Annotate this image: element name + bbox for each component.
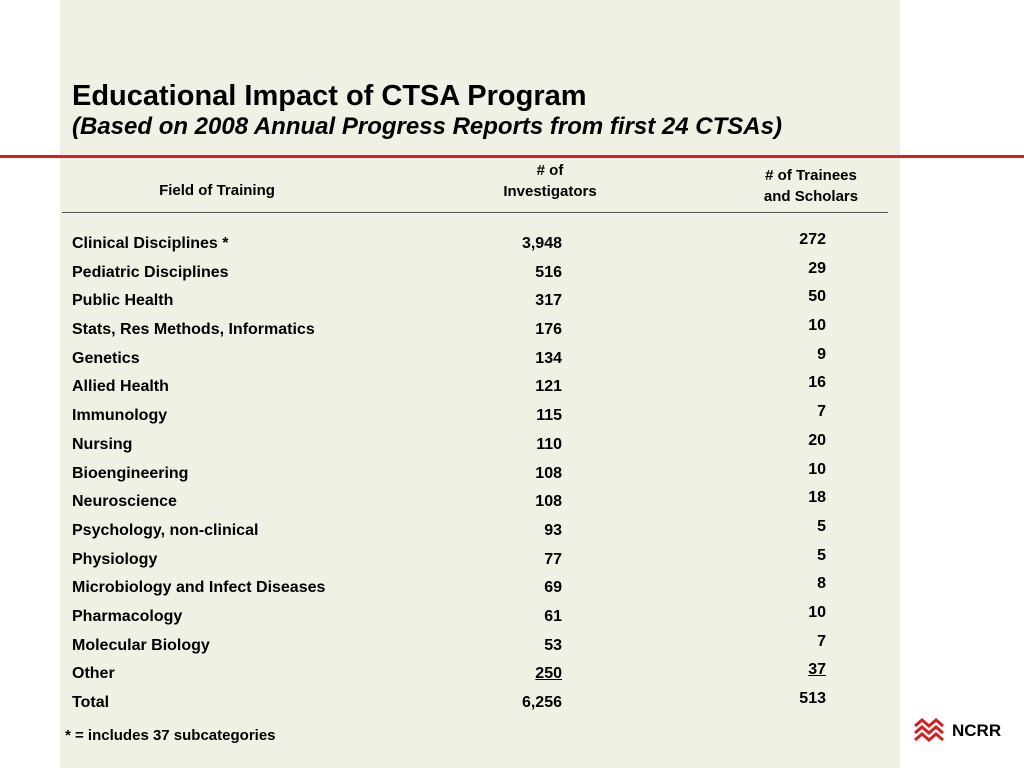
cell-investigators: 250 xyxy=(535,665,562,683)
column-header-investigators: # of Investigators xyxy=(470,160,630,202)
column-header-investigators-line2: Investigators xyxy=(503,183,597,200)
slide-panel xyxy=(60,0,900,768)
cell-field: Psychology, non-clinical xyxy=(72,521,259,539)
footnote: * = includes 37 subcategories xyxy=(65,727,276,744)
cell-investigators: 53 xyxy=(544,636,562,654)
table-header: Field of Training # of Investigators # o… xyxy=(62,160,888,213)
cell-investigators: 77 xyxy=(544,550,562,568)
cell-investigators: 317 xyxy=(535,292,562,310)
cell-trainees: 7 xyxy=(817,632,826,650)
page-title: Educational Impact of CTSA Program xyxy=(72,80,587,112)
cell-trainees: 272 xyxy=(799,231,826,248)
cell-investigators: 108 xyxy=(535,464,562,482)
cell-field: Clinical Disciplines * xyxy=(72,235,229,252)
table-row: Microbiology and Infect Diseases 69 8 xyxy=(62,575,888,605)
column-header-field-label: Field of Training xyxy=(159,182,275,199)
cell-investigators: 134 xyxy=(535,349,562,367)
cell-investigators: 6,256 xyxy=(521,694,562,711)
cell-field: Public Health xyxy=(72,292,174,310)
table-row: Nursing 110 20 xyxy=(62,431,888,462)
table-row: Other 250 37 xyxy=(62,661,888,691)
cell-field: Other xyxy=(72,665,115,683)
table-row: Physiology 77 5 xyxy=(62,546,888,577)
table-row: Neuroscience 108 18 xyxy=(62,489,888,519)
table-row: Pediatric Disciplines 516 29 xyxy=(62,259,888,290)
cell-investigators: 121 xyxy=(535,378,562,396)
table-row: Stats, Res Methods, Informatics 176 10 xyxy=(62,317,888,347)
cell-field: Microbiology and Infect Diseases xyxy=(72,579,326,597)
table-row: Bioengineering 108 10 xyxy=(62,460,888,491)
cell-investigators: 93 xyxy=(544,521,562,539)
cell-investigators: 69 xyxy=(544,579,562,597)
cell-field: Neuroscience xyxy=(72,493,177,511)
cell-trainees: 513 xyxy=(799,690,826,707)
cell-trainees: 5 xyxy=(817,546,826,564)
cell-field: Nursing xyxy=(72,435,133,453)
cell-field: Physiology xyxy=(72,550,158,568)
table-body: Clinical Disciplines * 3,948 272 Pediatric … xyxy=(62,231,888,720)
cell-trainees: 10 xyxy=(808,603,826,621)
cell-field: Allied Health xyxy=(72,378,169,396)
cell-trainees: 18 xyxy=(808,489,826,507)
ncrr-logo-icon xyxy=(914,718,944,742)
cell-field: Total xyxy=(72,694,110,711)
cell-trainees: 16 xyxy=(808,374,826,392)
table-row: Pharmacology 61 10 xyxy=(62,603,888,634)
cell-investigators: 108 xyxy=(535,493,562,511)
cell-field: Pediatric Disciplines xyxy=(72,263,229,281)
cell-trainees: 29 xyxy=(808,259,826,277)
table-row: Immunology 115 7 xyxy=(62,403,888,433)
table-row: Total 6,256 513 xyxy=(62,690,888,720)
cell-field: Molecular Biology xyxy=(72,636,210,654)
column-header-trainees-line2: and Scholars xyxy=(763,188,859,205)
cell-investigators: 176 xyxy=(535,321,562,339)
page-subtitle: (Based on 2008 Annual Progress Reports f… xyxy=(72,113,782,140)
table-row: Genetics 134 9 xyxy=(62,345,888,376)
cell-trainees: 9 xyxy=(817,345,826,363)
ncrr-logo: NCRR xyxy=(912,716,1001,746)
column-header-trainees-line1: # of Trainees xyxy=(765,167,857,184)
table-row: Psychology, non-clinical 93 5 xyxy=(62,517,888,548)
cell-field: Immunology xyxy=(72,407,168,425)
table-row: Molecular Biology 53 7 xyxy=(62,632,888,663)
cell-field: Stats, Res Methods, Informatics xyxy=(72,321,315,339)
cell-investigators: 61 xyxy=(544,607,562,625)
cell-trainees: 50 xyxy=(808,288,826,306)
cell-trainees: 10 xyxy=(808,460,826,478)
cell-investigators: 3,948 xyxy=(521,235,562,252)
cell-field: Genetics xyxy=(72,349,140,367)
cell-trainees: 7 xyxy=(817,403,826,421)
column-header-investigators-line1: # of xyxy=(536,162,564,179)
cell-trainees: 10 xyxy=(808,317,826,335)
cell-field: Pharmacology xyxy=(72,607,183,625)
column-header-trainees: # of Trainees and Scholars xyxy=(726,165,896,207)
cell-investigators: 110 xyxy=(536,435,562,453)
data-table: Field of Training # of Investigators # o… xyxy=(62,160,888,720)
cell-investigators: 115 xyxy=(536,407,562,425)
column-header-field: Field of Training xyxy=(142,180,292,201)
table-row: Public Health 317 50 xyxy=(62,288,888,318)
cell-trainees: 20 xyxy=(808,431,826,449)
ncrr-logo-text: NCRR xyxy=(952,721,1002,740)
cell-trainees: 8 xyxy=(817,575,826,593)
table-row: Allied Health 121 16 xyxy=(62,374,888,404)
cell-trainees: 5 xyxy=(817,517,826,535)
cell-investigators: 516 xyxy=(535,263,562,281)
cell-field: Bioengineering xyxy=(72,464,189,482)
title-divider xyxy=(0,155,1024,158)
cell-trainees: 37 xyxy=(808,661,826,679)
table-row: Clinical Disciplines * 3,948 272 xyxy=(62,231,888,261)
